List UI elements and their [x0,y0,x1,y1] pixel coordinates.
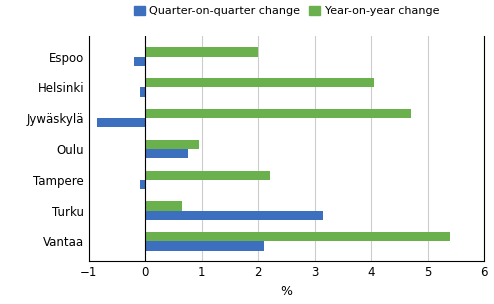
Bar [145,78,374,87]
Bar [145,171,270,180]
Bar [140,180,145,189]
Bar [145,47,258,57]
Bar [145,232,450,241]
Bar [145,109,411,118]
Bar [145,241,264,251]
Bar [145,201,182,211]
Bar [145,211,323,220]
Bar [140,87,145,97]
Bar [145,140,199,149]
Bar [145,149,188,158]
Bar [97,118,145,127]
Bar [134,57,145,66]
X-axis label: %: % [281,285,292,298]
Legend: Quarter-on-quarter change, Year-on-year change: Quarter-on-quarter change, Year-on-year … [134,6,439,16]
